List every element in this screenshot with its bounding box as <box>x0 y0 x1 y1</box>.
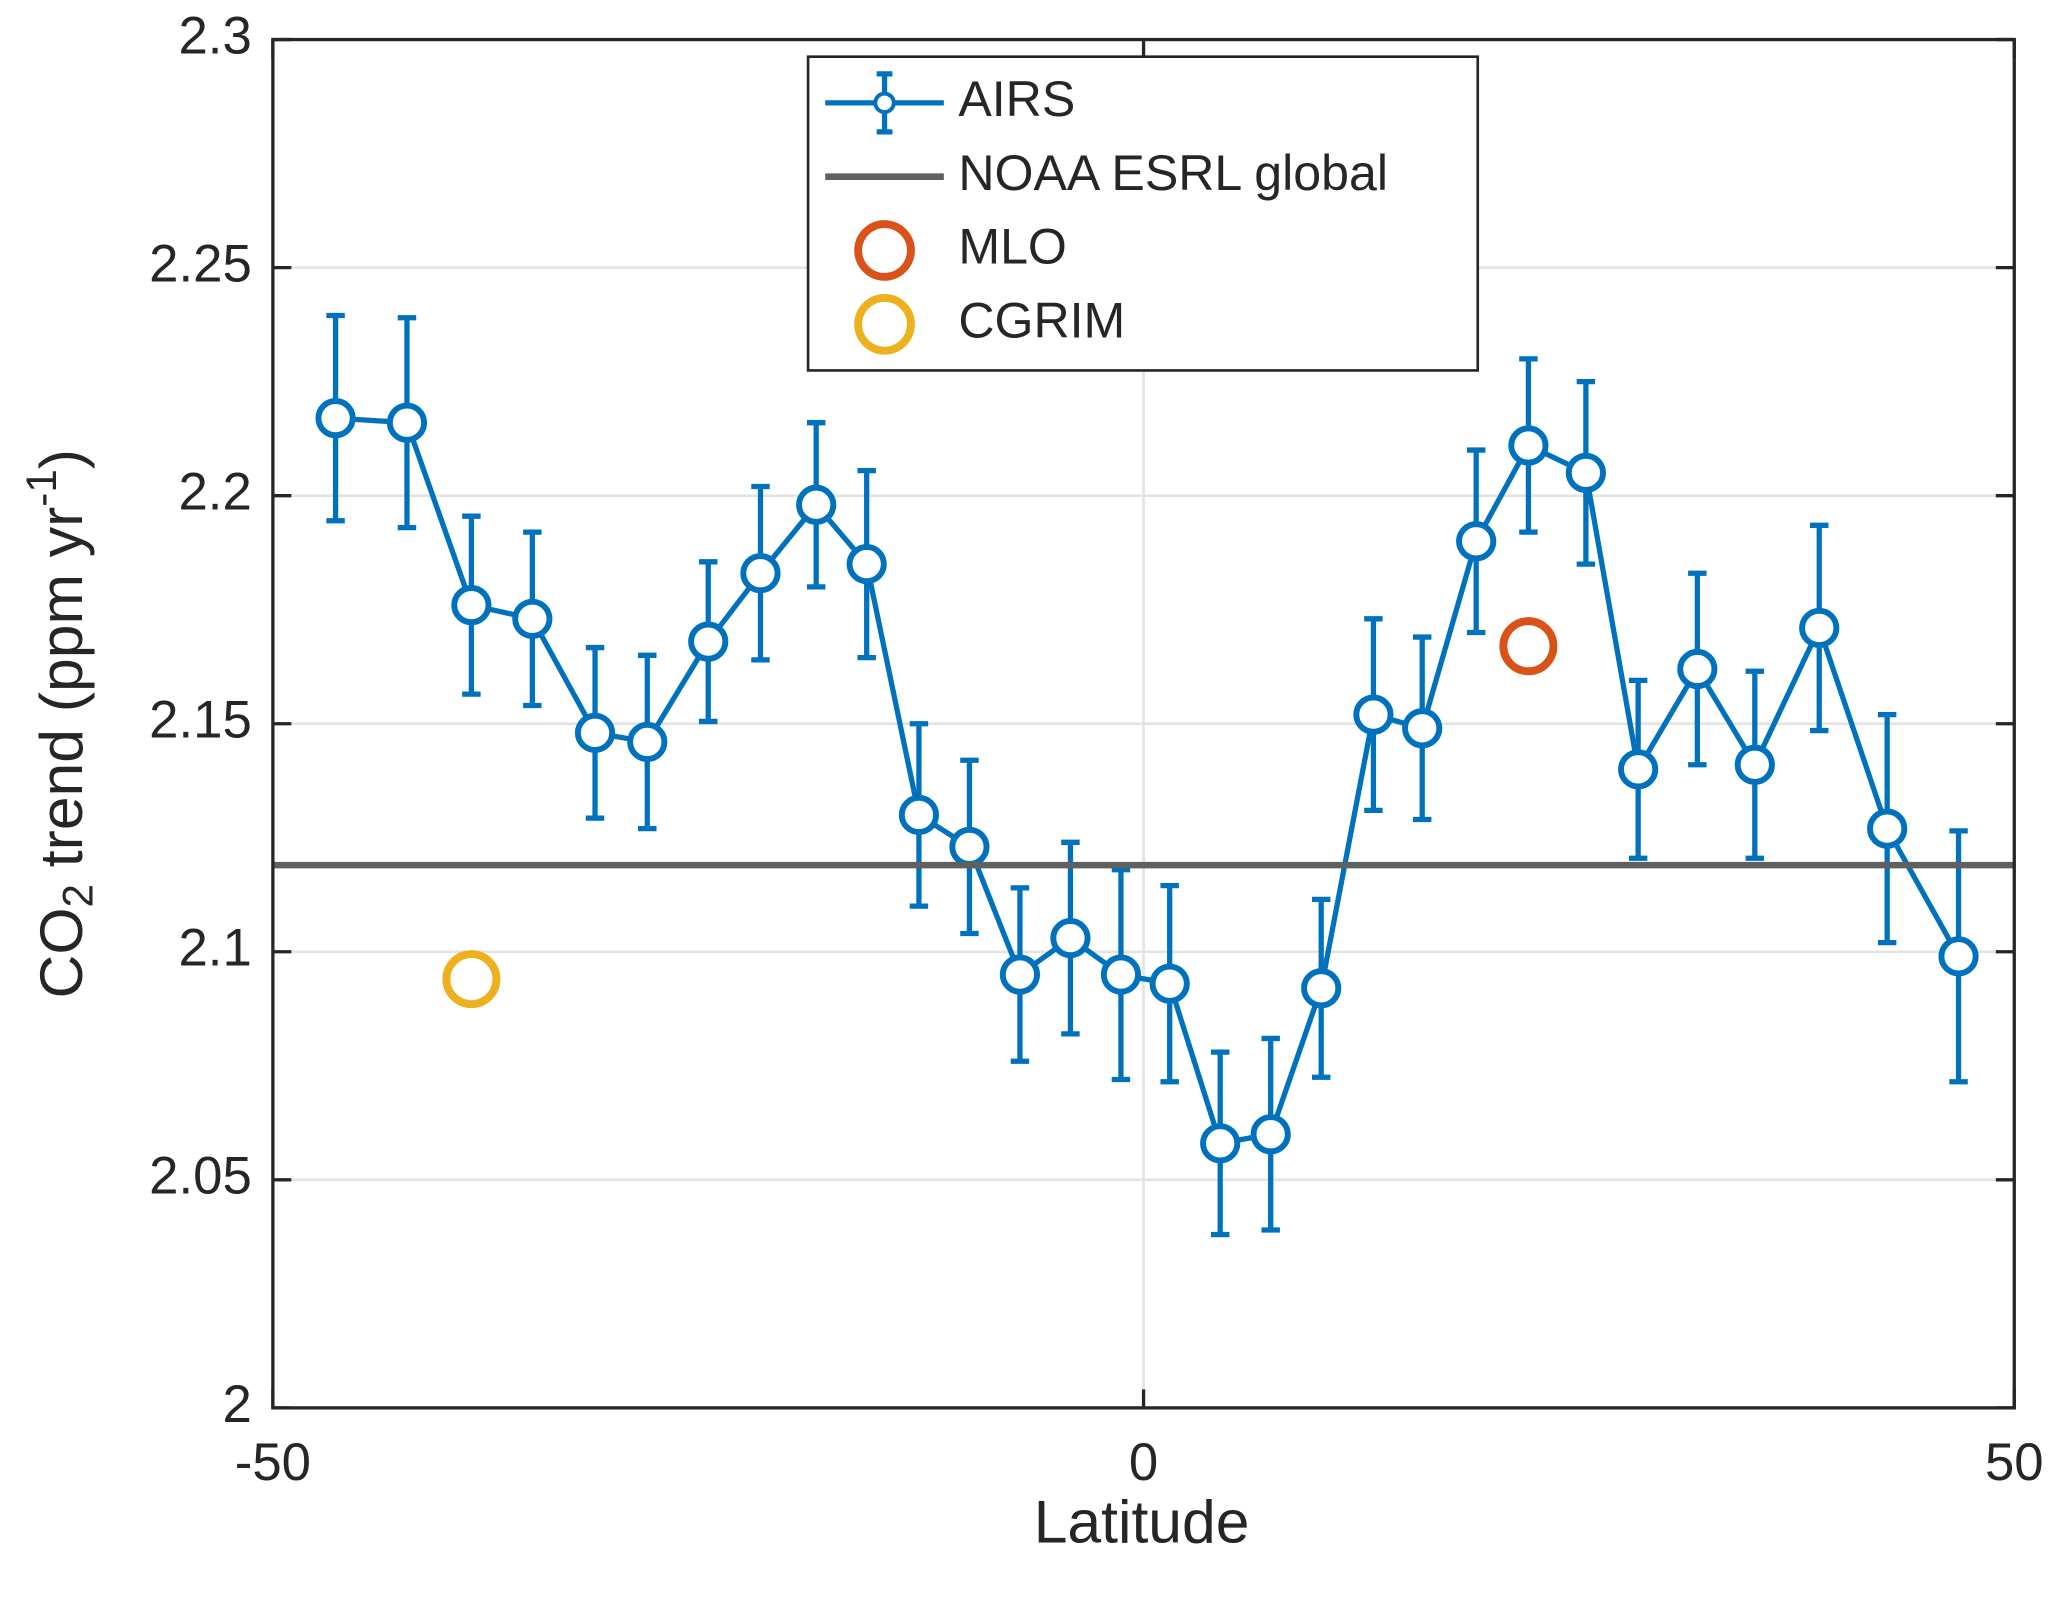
y-label-part: trend (ppm yr <box>27 507 95 884</box>
y-axis-label: CO2 trend (ppm yr-1) <box>18 449 102 998</box>
plot <box>272 312 2015 1238</box>
y-tick-label: 2.3 <box>178 6 251 65</box>
y-label-part: CO <box>27 908 95 999</box>
x-axis-label: Latitude <box>1034 1488 1250 1556</box>
y-tick-label: 2.2 <box>178 463 251 522</box>
y-tick-label: 2.1 <box>178 919 251 978</box>
marker <box>1618 749 1659 790</box>
y-label-part: ) <box>27 449 95 469</box>
marker <box>796 484 837 525</box>
marker <box>1402 708 1443 749</box>
marker <box>574 712 616 753</box>
legend-swatch <box>873 91 896 115</box>
marker <box>1938 936 1979 977</box>
marker <box>315 398 356 439</box>
y-label-sup: -1 <box>18 469 65 507</box>
marker <box>1353 694 1394 735</box>
marker <box>1149 963 1190 1004</box>
legend-label: NOAA ESRL global <box>958 145 1388 201</box>
y-tick-label: 2.25 <box>149 235 252 294</box>
marker <box>1565 452 1606 493</box>
marker <box>949 826 990 867</box>
marker <box>1200 1123 1241 1164</box>
marker <box>1050 917 1091 959</box>
marker <box>451 585 492 626</box>
point <box>1499 617 1558 676</box>
marker <box>846 543 887 585</box>
marker <box>1100 954 1142 995</box>
legend-label: MLO <box>958 219 1067 275</box>
marker <box>1799 607 1840 649</box>
marker <box>740 553 781 594</box>
legend-swatch <box>854 220 915 281</box>
point <box>442 950 501 1009</box>
axes: 2 2.05 2.1 2.15 2.2 2.25 2.3 -50 0 50 <box>149 6 2043 1491</box>
marker <box>512 598 553 639</box>
marker <box>1508 425 1549 466</box>
marker <box>1734 744 1775 785</box>
marker <box>1456 521 1497 562</box>
marker <box>898 794 940 836</box>
legend-label: CGRIM <box>958 293 1125 349</box>
marker <box>627 721 668 763</box>
marker <box>1867 808 1908 849</box>
y-tick-label: 2 <box>222 1375 251 1434</box>
marker <box>688 621 729 662</box>
legend: AIRS NOAA ESRL global MLO CGRIM <box>806 55 1480 372</box>
x-tick-label: 0 <box>1129 1433 1158 1492</box>
y-label-sub: 2 <box>55 884 102 907</box>
marker <box>1250 1114 1291 1155</box>
legend-label: AIRS <box>958 71 1075 127</box>
marker <box>999 954 1041 995</box>
y-tick-label: 2.15 <box>149 691 252 750</box>
marker <box>386 402 428 443</box>
series-line <box>335 415 1961 1147</box>
legend-swatch <box>854 293 915 355</box>
marker <box>1301 968 1342 1009</box>
x-tick-label: -50 <box>235 1433 311 1492</box>
x-tick-label: 50 <box>1985 1433 2044 1492</box>
legend-box <box>806 55 1480 372</box>
marker <box>1677 648 1718 690</box>
y-tick-label: 2.05 <box>149 1147 252 1206</box>
